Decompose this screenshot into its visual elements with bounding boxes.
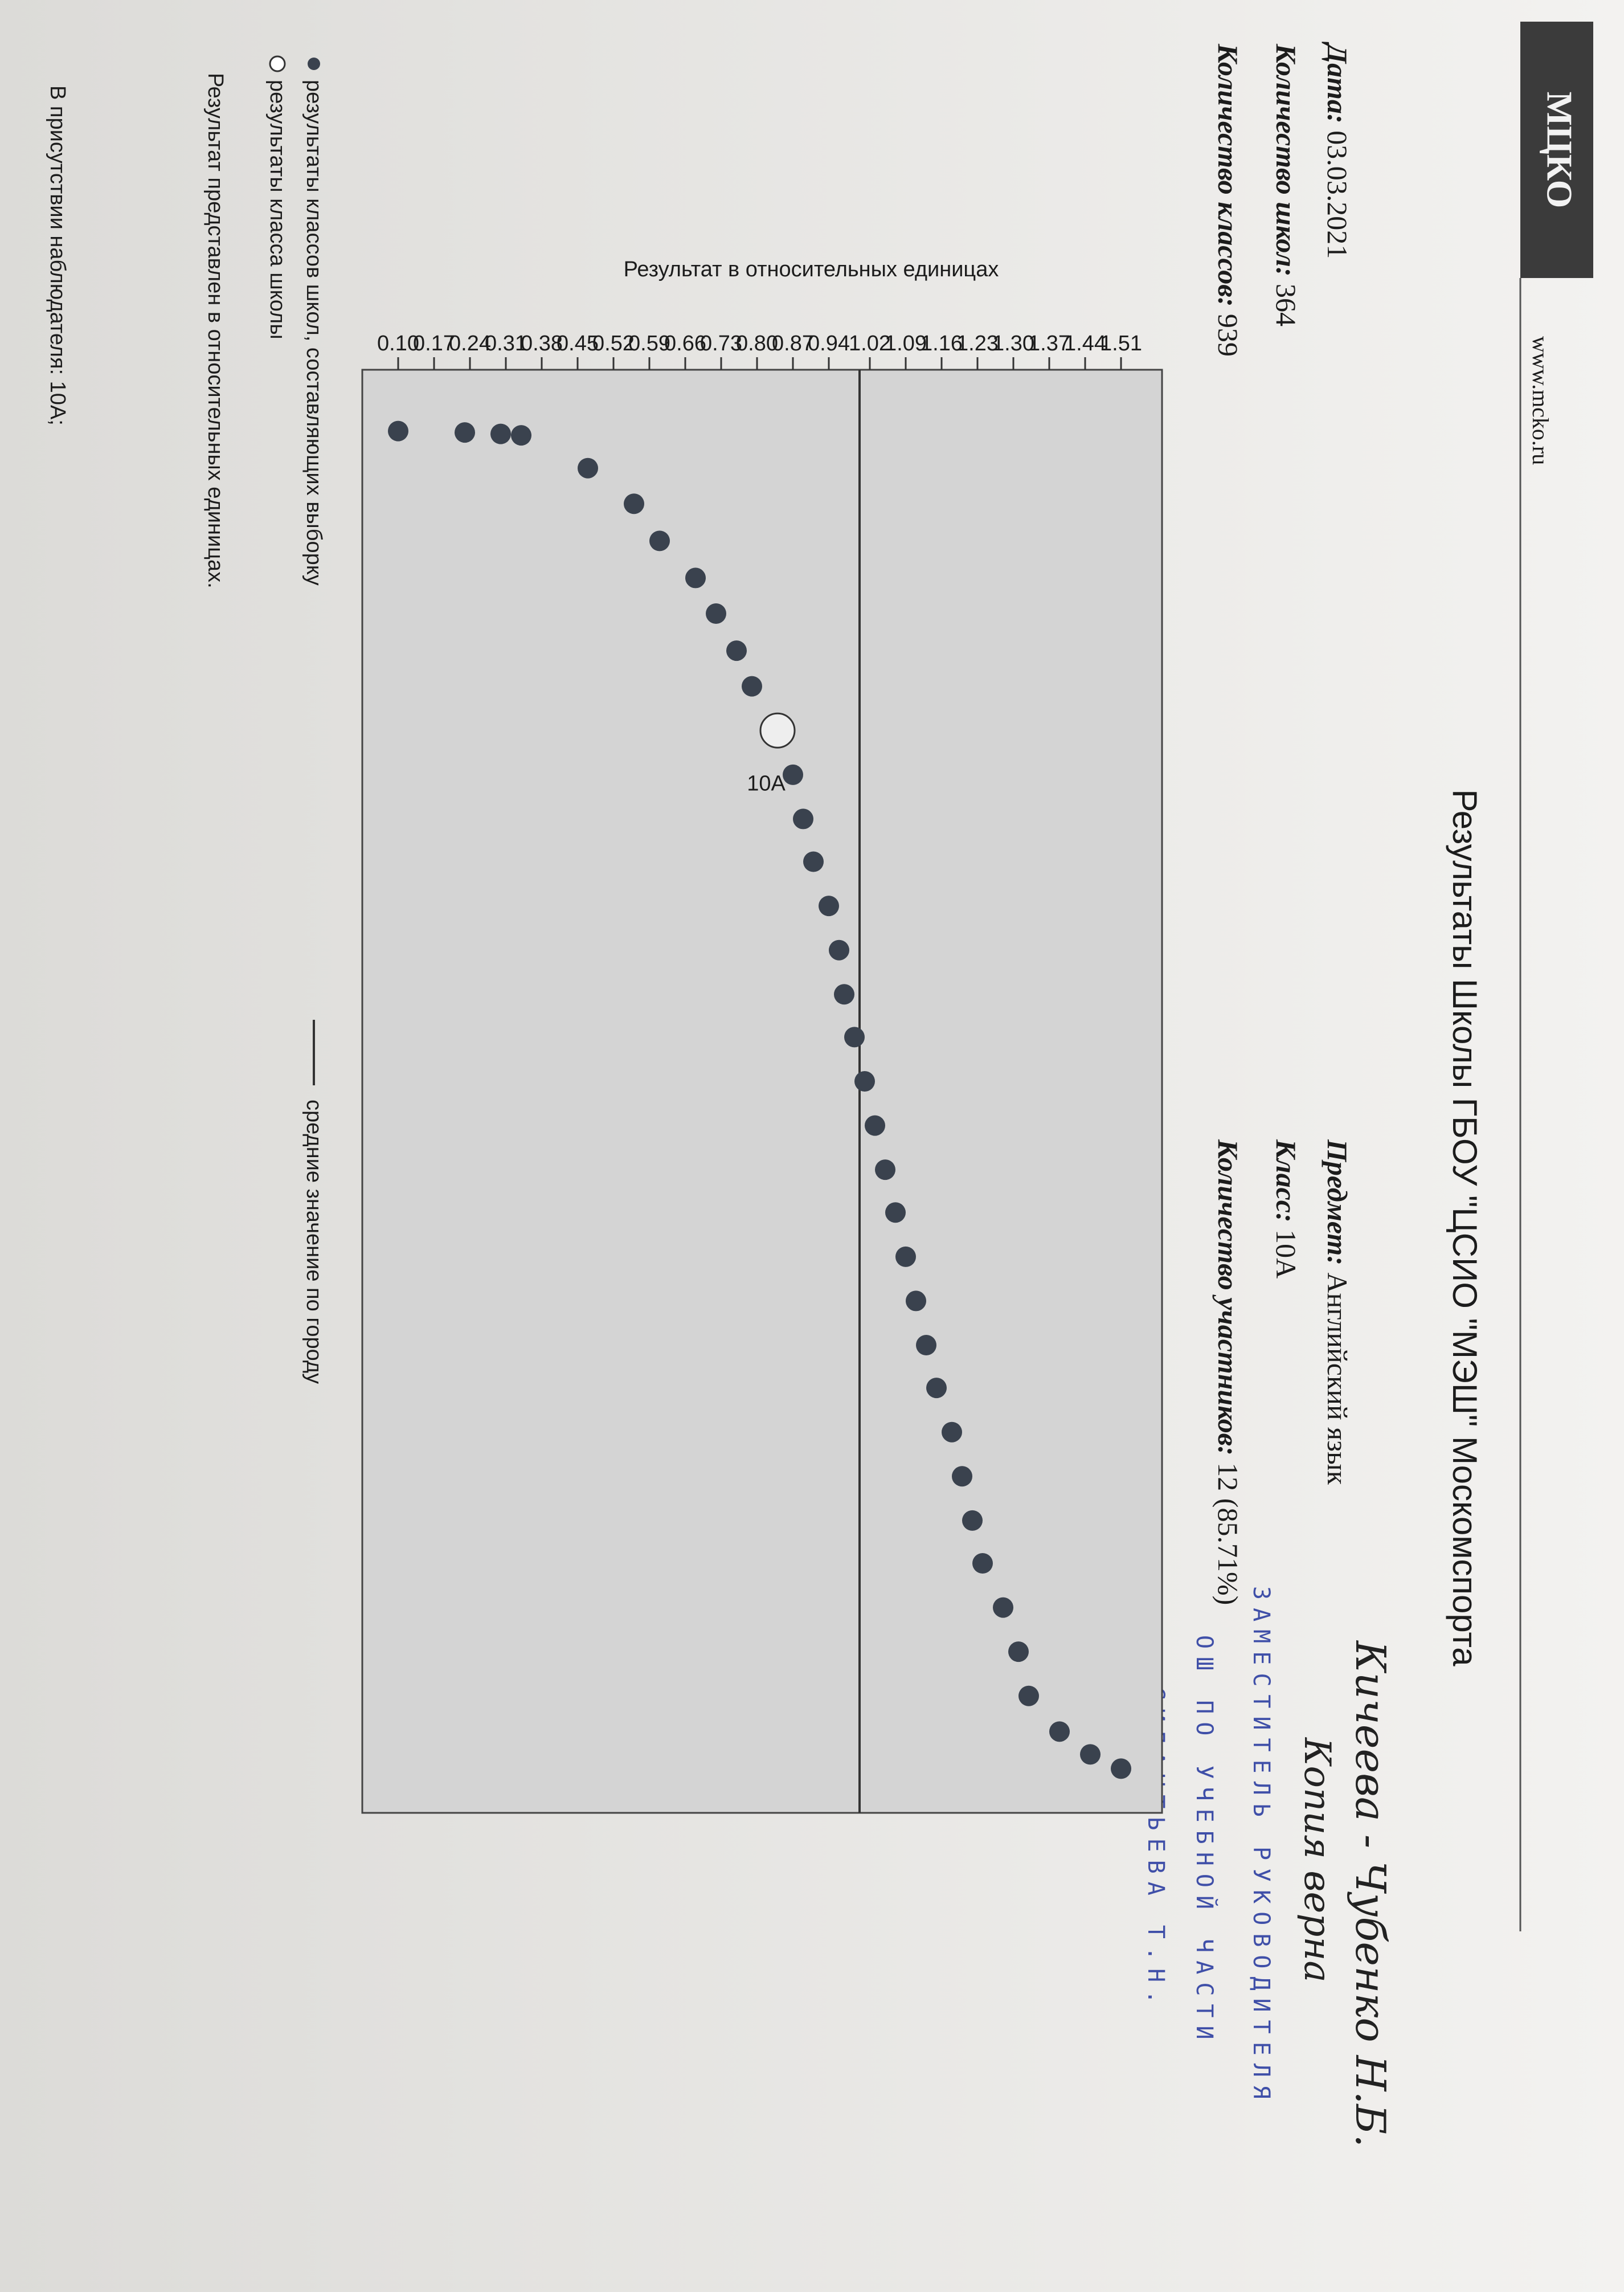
data-point [993,1597,1013,1618]
data-point [1049,1721,1070,1742]
info-row: Количество школ: 364 [1270,43,1302,326]
legend-label: результаты класса школы [265,80,289,340]
highlight-label: 10А [747,771,786,795]
y-tick-label: 0.87 [772,332,814,356]
info-label: Предмет: [1322,1139,1353,1265]
data-point [726,640,747,661]
stamp-line: ОШ ПО УЧЕБНОЙ ЧАСТИ [1191,1635,1218,2048]
legend-dot [308,58,320,70]
data-point [783,764,803,785]
info-value: Английский язык [1322,1272,1353,1485]
data-point [649,530,670,551]
y-tick-label: 0.94 [808,332,850,356]
info-value: 10А [1270,1229,1302,1278]
data-point [854,1071,875,1092]
data-point [834,984,854,1005]
info-value: 03.03.2021 [1322,130,1353,259]
data-point [906,1290,926,1312]
data-point [942,1421,962,1443]
data-point [455,422,475,443]
data-point [1018,1685,1039,1706]
data-point [388,420,408,442]
legend-label: результаты классов школ, составляющих вы… [302,80,326,586]
title: Результаты Школы ГБОУ "ЦСИО "МЭШ" Моском… [1446,789,1484,1666]
info-label: Дата: [1322,42,1353,124]
data-point [844,1027,865,1048]
data-point [1008,1641,1029,1662]
data-point [916,1335,936,1356]
y-tick-label: 1.51 [1100,332,1142,356]
info-label: Количество школ: [1270,43,1302,276]
y-tick-label: 1.16 [921,332,963,356]
y-tick-label: 0.73 [700,332,742,356]
info-value: 364 [1270,284,1302,326]
legend-circle [269,55,286,72]
info-value: 12 (85.71%) [1212,1462,1244,1605]
y-tick-label: 0.80 [736,332,778,356]
info-value: 939 [1212,314,1244,357]
y-tick-label: 0.17 [413,332,455,356]
data-point [819,896,839,917]
logo-box [1520,22,1593,278]
data-point [829,939,849,961]
info-row: Количество участников: 12 (85.71%) [1212,1139,1244,1605]
info-row: Предмет: Английский язык [1322,1139,1353,1485]
y-tick-label: 0.24 [449,332,491,356]
y-tick-label: 0.38 [521,332,563,356]
info-label: Количество классов: [1212,43,1244,307]
y-tick-label: 1.37 [1028,332,1070,356]
data-point [962,1510,983,1531]
legend-label: средние значение по городу [302,1100,326,1384]
data-point [885,1202,906,1223]
data-point [511,425,531,446]
highlight-point [759,712,796,749]
observer: В присутствии наблюдателя: 10А; [46,85,69,426]
data-point [706,603,726,624]
data-point [685,567,706,589]
plot-area [361,369,1163,1814]
stamp-line: ЗАМЕСТИТЕЛЬ РУКОВОДИТЕЛЯ [1248,1586,1274,2107]
info-label: Количество участников: [1212,1139,1244,1456]
data-point [742,676,762,697]
info-row: Дата: 03.03.2021 [1322,42,1353,259]
y-tick-label: 0.66 [664,332,706,356]
y-tick-label: 1.02 [849,332,891,356]
y-axis-label: Результат в относительных единицах [624,258,999,281]
info-label: Класс: [1270,1139,1302,1223]
data-point [926,1378,947,1399]
y-tick-label: 0.45 [557,332,599,356]
data-point [895,1246,916,1267]
data-point [972,1552,993,1574]
logo: МЦКО [1539,92,1580,209]
y-tick-label: 0.52 [592,332,635,356]
data-point [490,423,511,444]
handwriting: Кичеева - Чубенко Н.Б. [1347,1640,1394,2147]
y-tick-label: 0.10 [377,332,419,356]
data-point [875,1159,895,1180]
y-tick-label: 1.09 [885,332,927,356]
info-row: Класс: 10А [1270,1139,1302,1278]
data-point [865,1115,885,1136]
y-tick-label: 0.59 [628,332,670,356]
data-point [803,851,824,872]
data-point [1080,1744,1101,1765]
handwriting: Копия верна [1296,1737,1338,1983]
data-point [1111,1758,1131,1779]
data-point [952,1466,972,1487]
y-tick-label: 0.31 [485,332,527,356]
note: Результат представлен в относительных ед… [203,73,227,589]
data-point [793,808,813,830]
site: www.mcko.ru [1528,336,1553,465]
info-row: Количество классов: 939 [1212,43,1244,357]
data-point [578,457,598,479]
y-tick-label: 1.30 [992,332,1034,356]
y-tick-label: 1.44 [1064,332,1106,356]
y-tick-label: 1.23 [956,332,999,356]
data-point [624,493,644,514]
